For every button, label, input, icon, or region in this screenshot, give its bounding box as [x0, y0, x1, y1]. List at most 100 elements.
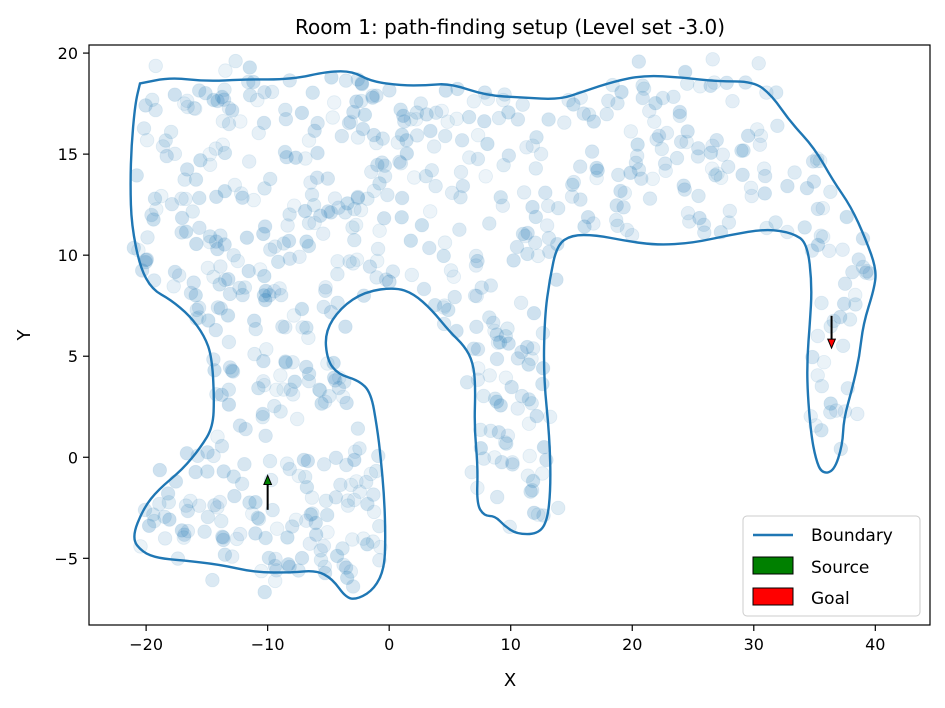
sample-point [493, 190, 508, 205]
sample-point [444, 185, 460, 201]
sample-point [262, 288, 277, 303]
sample-point [806, 174, 822, 189]
sample-point [369, 88, 384, 103]
sample-point [520, 339, 535, 355]
sample-point [740, 128, 756, 144]
sample-point [378, 272, 394, 287]
sample-point [816, 229, 831, 245]
sample-point [635, 78, 650, 93]
sample-point [813, 228, 829, 243]
sample-point [221, 382, 237, 397]
sample-point [823, 184, 838, 200]
sample-point [470, 253, 485, 269]
sample-point [305, 85, 320, 100]
sample-point [339, 457, 354, 473]
sample-point [241, 263, 256, 279]
sample-point [680, 124, 695, 139]
sample-point [160, 486, 176, 501]
sample-point [623, 124, 639, 139]
sample-point [183, 285, 199, 301]
sample-point [356, 531, 371, 546]
sample-point [855, 259, 871, 275]
sample-point [206, 448, 221, 464]
x-tick-label: −20 [129, 635, 163, 654]
x-tick-label: 10 [501, 635, 521, 654]
sample-point [509, 239, 525, 255]
sample-point [514, 344, 529, 360]
sample-point [418, 168, 434, 184]
sample-point [147, 191, 163, 206]
sample-point [331, 200, 346, 215]
sample-point [213, 259, 228, 274]
sample-point [237, 280, 253, 295]
sample-point [318, 493, 334, 509]
sample-point [210, 429, 225, 444]
sample-point [845, 265, 860, 280]
sample-point [162, 512, 177, 527]
sample-point [522, 448, 537, 464]
sample-point [498, 435, 513, 450]
sample-point [529, 408, 544, 424]
sample-point [566, 97, 581, 112]
sample-point [518, 228, 533, 244]
sample-point [316, 226, 331, 241]
sample-point [246, 74, 261, 90]
sample-point [380, 187, 395, 203]
sample-point [320, 507, 335, 523]
sample-point [377, 169, 393, 184]
sample-point [589, 170, 604, 186]
sample-point [171, 268, 187, 283]
sample-point [177, 172, 192, 187]
sample-point [757, 168, 773, 184]
sample-point [642, 103, 657, 119]
sample-point [613, 183, 628, 199]
sample-point [174, 191, 189, 206]
sample-point [697, 225, 712, 240]
sample-point [214, 387, 229, 403]
sample-point [482, 216, 497, 231]
sample-point [178, 191, 193, 207]
sample-point [310, 145, 325, 161]
sample-point [221, 397, 237, 412]
sample-point [541, 198, 556, 214]
sample-point [704, 161, 720, 176]
legend-source-label: Source [811, 558, 869, 578]
sample-point [340, 570, 355, 586]
sample-point [756, 161, 772, 176]
sample-point [283, 382, 298, 397]
sample-point [280, 218, 295, 233]
sample-point [538, 185, 553, 200]
sample-point [338, 205, 353, 220]
sample-point [589, 160, 604, 176]
sample-point [364, 164, 379, 180]
sample-point [299, 480, 315, 495]
sample-point [526, 505, 542, 521]
sample-point [214, 438, 230, 454]
sample-point [274, 288, 289, 303]
sample-point [357, 107, 373, 123]
sample-point [269, 521, 285, 536]
sample-point [630, 148, 645, 164]
sample-point [304, 490, 320, 505]
boundary-line [129, 70, 877, 600]
sample-point [648, 95, 663, 111]
sample-point [166, 279, 181, 294]
sample-point [814, 379, 830, 394]
sample-point [126, 240, 142, 256]
sample-point [360, 191, 375, 206]
sample-point [757, 186, 773, 201]
x-tick-label: 0 [384, 635, 394, 654]
sample-point [525, 473, 541, 489]
sample-point [453, 190, 468, 205]
sample-point [296, 452, 312, 468]
sample-point [157, 509, 172, 525]
goal-arrow [827, 315, 837, 350]
sample-point [325, 110, 340, 125]
sample-point [449, 111, 464, 127]
sample-point [267, 398, 282, 414]
sample-point [635, 90, 650, 106]
sample-point [372, 223, 387, 238]
sample-point [823, 396, 838, 411]
sample-point [647, 114, 662, 129]
sample-point [350, 189, 366, 205]
